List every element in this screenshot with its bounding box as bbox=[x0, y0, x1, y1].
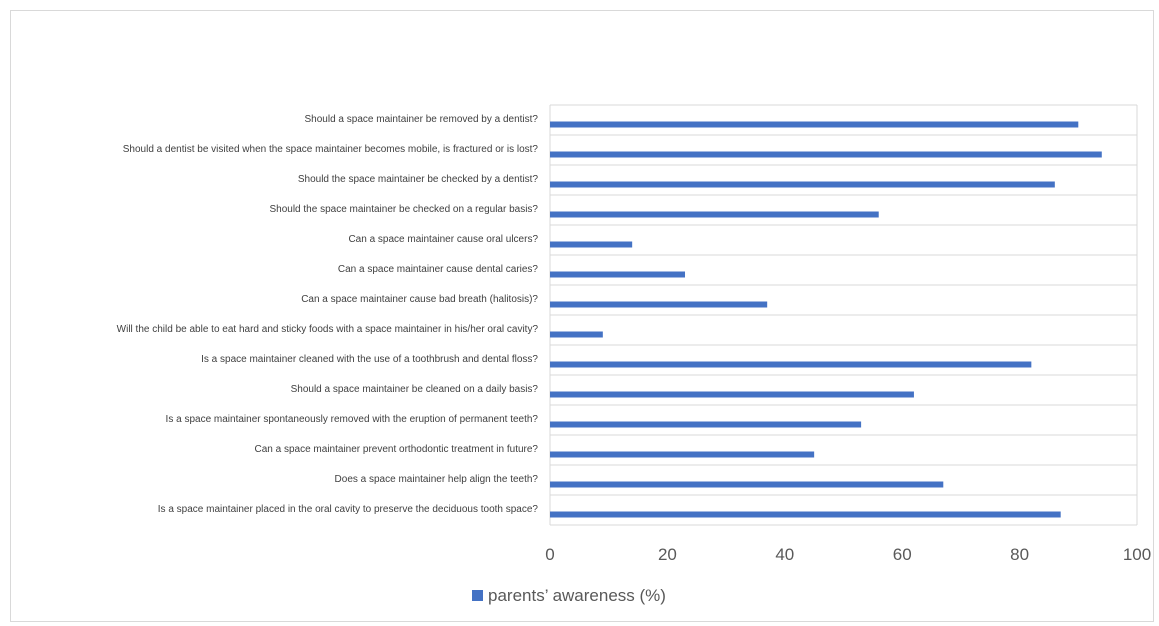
x-axis-tick-labels: 0 20 40 60 80 100 bbox=[545, 545, 1151, 564]
category-label: Is a space maintainer placed in the oral… bbox=[158, 504, 539, 515]
legend: parents’ awareness (%) bbox=[472, 586, 666, 605]
category-label: Should a space maintainer be cleaned on … bbox=[291, 384, 539, 395]
bar bbox=[550, 211, 879, 218]
bars bbox=[550, 121, 1102, 518]
x-tick-label: 100 bbox=[1123, 545, 1151, 564]
bar bbox=[550, 121, 1079, 128]
bar bbox=[550, 331, 603, 338]
bar bbox=[550, 301, 768, 308]
category-label: Should the space maintainer be checked o… bbox=[269, 204, 538, 215]
bar bbox=[550, 481, 944, 488]
x-tick-label: 40 bbox=[775, 545, 794, 564]
category-label: Can a space maintainer cause bad breath … bbox=[301, 294, 538, 305]
x-tick-label: 80 bbox=[1010, 545, 1029, 564]
bar bbox=[550, 361, 1032, 368]
bar bbox=[550, 511, 1061, 518]
bar bbox=[550, 421, 862, 428]
chart-area bbox=[10, 10, 1154, 622]
x-tick-label: 20 bbox=[658, 545, 677, 564]
bar bbox=[550, 451, 815, 458]
category-label: Is a space maintainer spontaneously remo… bbox=[166, 414, 539, 425]
category-label: Does a space maintainer help align the t… bbox=[335, 474, 539, 485]
category-label: Is a space maintainer cleaned with the u… bbox=[201, 354, 538, 365]
bar bbox=[550, 271, 686, 278]
category-label: Can a space maintainer prevent orthodont… bbox=[255, 444, 539, 455]
legend-label: parents’ awareness (%) bbox=[488, 586, 666, 605]
x-tick-label: 0 bbox=[545, 545, 554, 564]
bar bbox=[550, 241, 633, 248]
x-tick-label: 60 bbox=[893, 545, 912, 564]
bar bbox=[550, 181, 1055, 188]
category-label: Should a dentist be visited when the spa… bbox=[123, 144, 539, 155]
category-label: Should a space maintainer be removed by … bbox=[305, 114, 539, 125]
category-label: Can a space maintainer cause oral ulcers… bbox=[348, 234, 538, 245]
category-label: Can a space maintainer cause dental cari… bbox=[338, 264, 539, 275]
bar bbox=[550, 151, 1102, 158]
legend-swatch bbox=[472, 590, 483, 601]
category-label: Should the space maintainer be checked b… bbox=[298, 174, 539, 185]
bar bbox=[550, 391, 914, 398]
grid-lines bbox=[549, 104, 1138, 526]
category-label: Will the child be able to eat hard and s… bbox=[117, 324, 539, 335]
category-labels: Should a space maintainer be removed by … bbox=[117, 114, 539, 515]
